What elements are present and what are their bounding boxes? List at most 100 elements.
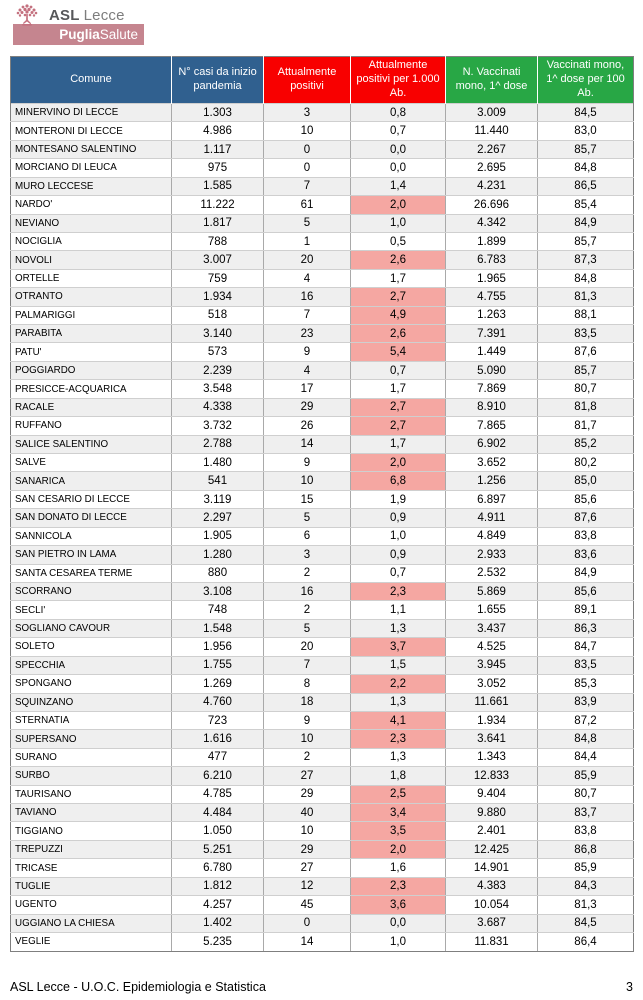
- cell-positivi-per-1000: 2,0: [350, 453, 446, 473]
- table-row: NOCIGLIA 788 1 0,5 1.899 85,7: [10, 231, 634, 252]
- table-row: SANTA CESAREA TERME 880 2 0,7 2.532 84,9: [10, 563, 634, 583]
- cell-casi: 3.108: [171, 581, 264, 602]
- cell-comune: PATU': [10, 342, 172, 362]
- cell-comune: POGGIARDO: [10, 360, 172, 381]
- table-row: SPECCHIA 1.755 7 1,5 3.945 83,5: [10, 655, 634, 676]
- cell-vaccinati: 2.401: [445, 821, 538, 841]
- cell-positivi-per-1000: 0,9: [350, 508, 446, 528]
- table-row: SECLI' 748 2 1,1 1.655 89,1: [10, 600, 634, 620]
- cell-positivi: 5: [263, 213, 351, 233]
- cell-vaccinati-per-100: 81,3: [537, 895, 634, 915]
- table-row: SQUINZANO 4.760 18 1,3 11.661 83,9: [10, 692, 634, 712]
- cell-positivi: 18: [263, 692, 351, 712]
- cell-positivi: 20: [263, 250, 351, 270]
- cell-positivi: 7: [263, 176, 351, 197]
- cell-comune: UGGIANO LA CHIESA: [10, 913, 172, 933]
- cell-positivi-per-1000: 0,0: [350, 158, 446, 178]
- cell-vaccinati-per-100: 86,5: [537, 176, 634, 197]
- page-footer: ASL Lecce - U.O.C. Epidemiologia e Stati…: [10, 980, 633, 994]
- cell-comune: MONTERONI DI LECCE: [10, 121, 172, 141]
- cell-vaccinati: 1.655: [445, 600, 538, 620]
- olive-tree-icon: [16, 4, 38, 26]
- cell-vaccinati: 4.525: [445, 637, 538, 657]
- cell-casi: 880: [171, 563, 264, 583]
- cell-positivi: 4: [263, 268, 351, 289]
- cell-vaccinati: 3.641: [445, 729, 538, 749]
- cell-vaccinati: 3.945: [445, 655, 538, 676]
- cell-vaccinati: 10.054: [445, 895, 538, 915]
- cell-positivi-per-1000: 3,6: [350, 895, 446, 915]
- cell-positivi: 5: [263, 618, 351, 639]
- page-number: 3: [626, 980, 633, 994]
- cell-vaccinati: 14.901: [445, 858, 538, 878]
- cell-vaccinati-per-100: 84,3: [537, 876, 634, 897]
- table-row: MORCIANO DI LEUCA 975 0 0,0 2.695 84,8: [10, 158, 634, 178]
- cell-positivi: 61: [263, 195, 351, 215]
- cell-casi: 759: [171, 268, 264, 289]
- table-row: SOLETO 1.956 20 3,7 4.525 84,7: [10, 637, 634, 657]
- cell-comune: RACALE: [10, 397, 172, 418]
- cell-casi: 5.251: [171, 839, 264, 860]
- cell-comune: ORTELLE: [10, 268, 172, 289]
- cell-casi: 3.119: [171, 489, 264, 510]
- table-row: VEGLIE 5.235 14 1,0 11.831 86,4: [10, 931, 634, 953]
- cell-casi: 1.755: [171, 655, 264, 676]
- cell-positivi: 45: [263, 895, 351, 915]
- cell-casi: 2.239: [171, 360, 264, 381]
- cell-vaccinati: 2.267: [445, 139, 538, 160]
- cell-casi: 975: [171, 158, 264, 178]
- cell-casi: 4.257: [171, 895, 264, 915]
- col-header-casi-pandemia: N° casi da inizio pandemia: [171, 56, 264, 104]
- table-row: SPONGANO 1.269 8 2,2 3.052 85,3: [10, 674, 634, 694]
- cell-vaccinati: 4.342: [445, 213, 538, 233]
- cell-positivi: 20: [263, 637, 351, 657]
- cell-positivi-per-1000: 3,7: [350, 637, 446, 657]
- cell-vaccinati: 8.910: [445, 397, 538, 418]
- cell-vaccinati-per-100: 83,9: [537, 692, 634, 712]
- table-row: MONTESANO SALENTINO 1.117 0 0,0 2.267 85…: [10, 139, 634, 160]
- cell-positivi: 0: [263, 158, 351, 178]
- cell-positivi: 16: [263, 581, 351, 602]
- cell-casi: 1.402: [171, 913, 264, 933]
- cell-comune: TUGLIE: [10, 876, 172, 897]
- col-header-attualmente-positivi: Attualmente positivi: [263, 56, 351, 104]
- cell-vaccinati: 3.687: [445, 913, 538, 933]
- cell-positivi: 15: [263, 489, 351, 510]
- cell-casi: 1.812: [171, 876, 264, 897]
- cell-vaccinati: 4.231: [445, 176, 538, 197]
- cell-vaccinati: 6.902: [445, 434, 538, 455]
- cell-vaccinati-per-100: 85,3: [537, 674, 634, 694]
- table-row: RACALE 4.338 29 2,7 8.910 81,8: [10, 397, 634, 418]
- cell-positivi-per-1000: 1,0: [350, 526, 446, 547]
- cell-positivi: 16: [263, 287, 351, 307]
- cell-positivi: 4: [263, 360, 351, 381]
- table-row: PALMARIGGI 518 7 4,9 1.263 88,1: [10, 305, 634, 326]
- cell-casi: 3.548: [171, 379, 264, 399]
- cell-casi: 2.788: [171, 434, 264, 455]
- table-row: POGGIARDO 2.239 4 0,7 5.090 85,7: [10, 360, 634, 381]
- cell-casi: 5.235: [171, 931, 264, 953]
- cell-comune: TIGGIANO: [10, 821, 172, 841]
- cell-vaccinati-per-100: 80,2: [537, 453, 634, 473]
- cell-vaccinati-per-100: 84,9: [537, 563, 634, 583]
- table-row: MURO LECCESE 1.585 7 1,4 4.231 86,5: [10, 176, 634, 197]
- table-row: TRICASE 6.780 27 1,6 14.901 85,9: [10, 858, 634, 878]
- cell-vaccinati-per-100: 89,1: [537, 600, 634, 620]
- cell-comune: OTRANTO: [10, 287, 172, 307]
- cell-vaccinati: 1.256: [445, 471, 538, 491]
- table-row: SALICE SALENTINO 2.788 14 1,7 6.902 85,2: [10, 434, 634, 455]
- cell-comune: MORCIANO DI LEUCA: [10, 158, 172, 178]
- cell-positivi-per-1000: 4,9: [350, 305, 446, 326]
- cell-comune: SECLI': [10, 600, 172, 620]
- cell-vaccinati: 6.897: [445, 489, 538, 510]
- cell-casi: 1.585: [171, 176, 264, 197]
- table-row: PATU' 573 9 5,4 1.449 87,6: [10, 342, 634, 362]
- cell-positivi-per-1000: 1,3: [350, 618, 446, 639]
- col-header-comune: Comune: [10, 56, 172, 104]
- cell-vaccinati: 9.880: [445, 803, 538, 823]
- cell-positivi: 29: [263, 397, 351, 418]
- cell-positivi: 7: [263, 655, 351, 676]
- table-row: SAN PIETRO IN LAMA 1.280 3 0,9 2.933 83,…: [10, 545, 634, 565]
- cell-vaccinati: 5.869: [445, 581, 538, 602]
- table-row: SAN DONATO DI LECCE 2.297 5 0,9 4.911 87…: [10, 508, 634, 528]
